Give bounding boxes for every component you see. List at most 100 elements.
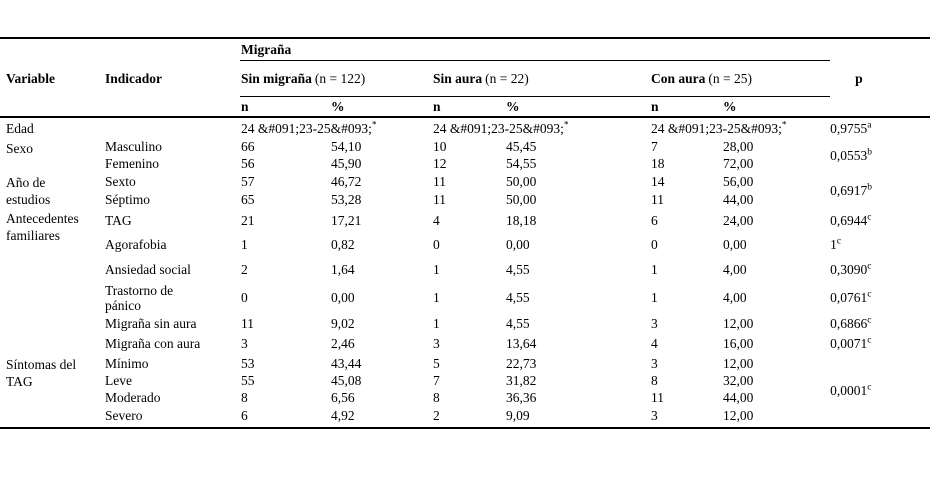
pct-value: 32,00 [723, 373, 754, 388]
n-value: 3 [651, 355, 658, 371]
row-antecedentes-agorafobia: Agorafobia 1 0,82 0 0,00 0 0,00 1c [0, 232, 930, 257]
indicador-label: Mínimo [105, 355, 149, 371]
edad-value-sin-aura: 24 &#091;23-25&#093;* [432, 117, 650, 138]
n-value: 21 [241, 212, 255, 228]
n-subheader: n [240, 96, 330, 118]
edad-value-con-aura: 24 &#091;23-25&#093;* [650, 117, 830, 138]
p-text: 0,0071 [830, 336, 868, 351]
n-value: 8 [433, 390, 440, 405]
n-value: 55 [241, 373, 255, 388]
row-antecedentes-trastorno-panico: Trastorno de pánico 0 0,00 1 4,55 1 4,00… [0, 281, 930, 314]
n-subheader: n [432, 96, 505, 118]
pct-value: 31,82 [506, 373, 537, 388]
indicador-label: Séptimo [105, 191, 151, 207]
n-value: 65 [241, 191, 255, 207]
variable-line2: familiares [6, 227, 60, 243]
group-header-con-aura: Con aura (n = 25) [650, 60, 831, 97]
pct-value: 54,55 [506, 156, 537, 171]
n-value: 7 [651, 139, 658, 154]
pct-value: 28,00 [723, 139, 754, 154]
n-value: 1 [433, 261, 440, 277]
group-n-count: (n = 122) [314, 70, 366, 86]
indicador-label: Masculino [105, 139, 162, 154]
pct-value: 12,00 [723, 408, 754, 423]
group-n-count: (n = 22) [485, 70, 529, 86]
pct-value: 45,90 [331, 156, 362, 171]
p-text: 1 [830, 237, 837, 252]
pct-value: 18,18 [506, 212, 537, 228]
pct-value: 46,72 [331, 173, 362, 189]
pct-value: 4,55 [506, 261, 530, 277]
p-superscript: c [867, 315, 872, 326]
pct-value: 22,73 [506, 355, 537, 371]
indicador-label: TAG [105, 212, 132, 228]
pct-value: 4,92 [331, 408, 355, 423]
pct-value: 4,00 [723, 290, 747, 305]
n-value: 1 [433, 290, 440, 305]
pct-value: 44,00 [723, 191, 754, 207]
p-text: 0,0553 [830, 147, 868, 163]
p-text: 0,6917 [830, 182, 868, 198]
pct-value: 53,28 [331, 191, 362, 207]
pct-value: 36,36 [506, 390, 537, 405]
results-table: Migraña Variable Indicador Sin migraña (n… [0, 37, 931, 429]
pct-value: 54,10 [331, 139, 362, 154]
pct-value: 45,08 [331, 373, 362, 388]
footnote-marker: * [563, 120, 569, 130]
p-text: 0,3090 [830, 261, 868, 277]
row-antecedentes-ansiedad-social: Ansiedad social 2 1,64 1 4,55 1 4,00 0,3… [0, 257, 930, 281]
n-value: 0 [433, 237, 440, 252]
n-value: 3 [241, 336, 248, 351]
pct-value: 6,56 [331, 390, 355, 405]
p-value: 0,0001c [830, 354, 930, 428]
pct-value: 4,55 [506, 316, 530, 331]
n-value: 14 [651, 173, 665, 189]
pct-value: 1,64 [331, 261, 355, 277]
n-value: 1 [433, 316, 440, 331]
p-value: 0,0071c [830, 333, 930, 354]
n-value: 57 [241, 173, 255, 189]
p-value: 0,6944c [830, 208, 930, 232]
indicador-column-header: Indicador [105, 70, 163, 86]
pct-value: 43,44 [331, 355, 362, 371]
p-text: 0,0001 [830, 383, 868, 398]
pct-value: 9,09 [506, 408, 530, 423]
p-value: 0,6917b [830, 172, 930, 208]
variable-label: Año de estudios [0, 172, 105, 208]
n-value: 11 [433, 191, 446, 207]
p-value: 1c [830, 232, 930, 257]
row-antecedentes-migrana-con-aura: Migraña con aura 3 2,46 3 13,64 4 16,00 … [0, 333, 930, 354]
pct-value: 12,00 [723, 316, 754, 331]
n-value: 3 [651, 408, 658, 423]
variable-label: Antecedentes familiares [0, 208, 105, 354]
p-value: 0,0553b [830, 138, 930, 172]
n-value: 6 [651, 212, 658, 228]
row-sintomas-leve: Leve 55 45,08 7 31,82 8 32,00 [0, 372, 930, 389]
p-superscript: c [836, 236, 842, 247]
row-estudios-septimo: Séptimo 65 53,28 11 50,00 11 44,00 [0, 190, 930, 208]
row-sexo-femenino: Femenino 56 45,90 12 54,55 18 72,00 [0, 155, 930, 172]
group-name: Sin migraña [241, 70, 312, 86]
n-value: 4 [433, 212, 440, 228]
variable-line1: Antecedentes [6, 211, 79, 226]
variable-column-header: Variable [6, 70, 56, 86]
pct-value: 4,55 [506, 290, 530, 305]
n-value: 4 [651, 336, 658, 351]
p-text: 0,6866 [830, 316, 868, 331]
row-group-headers: Variable Indicador Sin migraña (n = 122) … [0, 60, 930, 97]
variable-label: Sexo [6, 141, 33, 156]
p-superscript: c [867, 261, 872, 271]
pct-value: 24,00 [723, 212, 754, 228]
indicador-label: Migraña con aura [105, 336, 201, 351]
pct-value: 16,00 [723, 336, 754, 351]
empty-cell [830, 38, 930, 60]
variable-label: Edad [6, 121, 34, 136]
row-subheaders: n % n % n % [0, 96, 931, 118]
p-text: 0,9755 [830, 120, 868, 136]
row-sintomas-moderado: Moderado 8 6,56 8 36,36 11 44,00 [0, 389, 930, 406]
pct-value: 50,00 [506, 191, 537, 207]
group-header-sin-aura: Sin aura (n = 22) [432, 60, 650, 97]
indicador-label: Migraña sin aura [105, 316, 197, 331]
footnote-marker: * [371, 120, 377, 130]
